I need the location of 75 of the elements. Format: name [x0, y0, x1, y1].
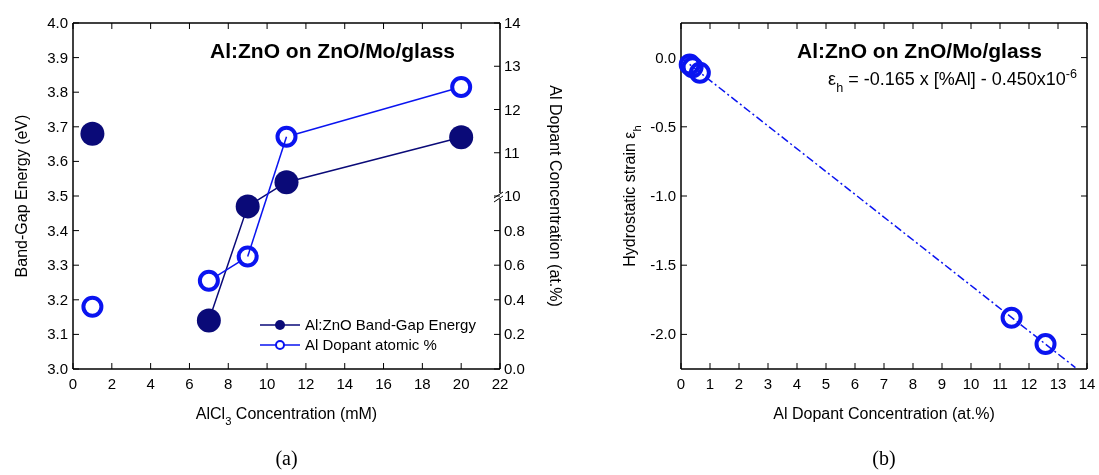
y2-tick-label: 0.8 — [504, 221, 525, 239]
x-tick-label: 11 — [992, 375, 1008, 392]
x-tick-label: 0 — [676, 375, 686, 392]
y-tick-label: 3.5 — [47, 187, 68, 204]
x-axis-title: AlCl$_{3}$ Concentration (mM) — [195, 405, 378, 427]
x-tick-label: 7 — [879, 375, 889, 392]
y-tick-label: 3.4 — [47, 221, 68, 239]
x-tick-label: 1 — [705, 375, 715, 392]
y-tick-label: -0.5 — [650, 117, 676, 135]
x-tick-label: 2 — [734, 375, 744, 392]
y3-tick-label: 10 — [504, 187, 521, 204]
x-tick-label: 9 — [937, 375, 947, 392]
point — [236, 245, 259, 268]
x-tick-label: 3 — [763, 375, 773, 392]
point — [688, 61, 711, 84]
point — [1000, 306, 1023, 329]
x-tick-label: 6 — [850, 375, 860, 392]
x-tick-label: 2 — [107, 375, 116, 392]
legend-label: Al:ZnO Band-Gap Energy — [305, 316, 477, 333]
point — [1034, 333, 1057, 356]
y-tick-label: 3.1 — [47, 325, 68, 343]
x-tick-label: 18 — [414, 375, 431, 392]
x-tick-label: 12 — [297, 375, 315, 392]
y-tick-label: 3.7 — [47, 117, 68, 135]
x-tick-label: 4 — [792, 375, 802, 392]
legend-label: Al Dopant atomic % — [305, 336, 437, 353]
y-tick-label: -2.0 — [650, 325, 676, 343]
point — [449, 125, 474, 150]
y3-tick-label: 11 — [504, 143, 520, 161]
y3-tick-label: 14 — [504, 14, 521, 31]
y-tick-label: 3.6 — [47, 152, 68, 170]
y-tick-label: -1.0 — [650, 187, 676, 204]
point — [81, 295, 104, 318]
x-tick-label: 6 — [185, 375, 194, 392]
x-tick-label: 20 — [452, 375, 470, 392]
x-axis-title: Al Dopant Concentration (at.%) — [773, 405, 995, 422]
x-tick-label: 12 — [1020, 375, 1038, 392]
x-tick-label: 4 — [146, 375, 155, 392]
y-tick-label: 3.2 — [47, 290, 68, 308]
x-tick-label: 10 — [258, 375, 276, 392]
y3-tick-label: 13 — [504, 57, 521, 75]
y-tick-label: -1.5 — [650, 256, 676, 274]
y-tick-label: 0.0 — [655, 48, 676, 66]
x-tick-label: 8 — [908, 375, 918, 392]
x-tick-label: 14 — [336, 375, 354, 392]
point — [235, 194, 260, 219]
y2-axis-title: Al Dopant Concentration (at.%) — [547, 85, 564, 307]
y-tick-label: 3.3 — [47, 256, 68, 274]
y-tick-label: 3.8 — [47, 83, 68, 101]
x-tick-label: 14 — [1078, 375, 1096, 392]
y2-tick-label: 0.4 — [504, 290, 525, 308]
y2-tick-label: 0.0 — [504, 360, 525, 377]
y3-tick-label: 12 — [504, 100, 521, 118]
y2-tick-label: 0.2 — [504, 325, 525, 343]
annotation: ε$_{h}$ = -0.165 x [%Al] - 0.450x10$^{-6}$ — [828, 67, 1077, 95]
y-tick-label: 4.0 — [47, 14, 68, 31]
point — [274, 170, 299, 195]
point — [197, 269, 220, 292]
x-tick-label: 16 — [375, 375, 392, 392]
x-tick-label: 13 — [1049, 375, 1067, 392]
point — [196, 308, 221, 333]
y-tick-label: 3.0 — [47, 360, 68, 377]
x-tick-label: 8 — [224, 375, 233, 392]
text: (b) — [872, 447, 896, 470]
text: (a) — [275, 447, 298, 470]
x-tick-label: 22 — [491, 375, 509, 392]
x-tick-label: 10 — [962, 375, 980, 392]
text: Al:ZnO on ZnO/Mo/glass — [210, 39, 455, 62]
y-tick-label: 3.9 — [47, 48, 68, 66]
text: Al:ZnO on ZnO/Mo/glass — [797, 39, 1042, 62]
x-tick-label: 5 — [821, 375, 831, 392]
point — [80, 121, 105, 146]
y2-tick-label: 0.6 — [504, 256, 525, 274]
y-axis-title: Band-Gap Energy (eV) — [13, 114, 30, 278]
x-tick-label: 0 — [68, 375, 78, 392]
